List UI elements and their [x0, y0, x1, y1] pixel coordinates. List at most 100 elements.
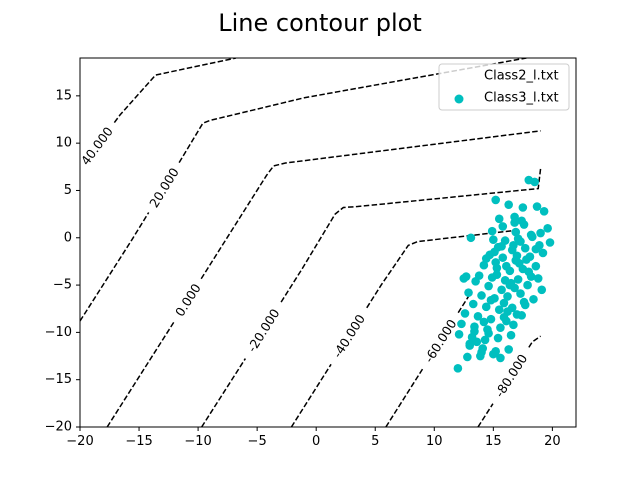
scatter-point [477, 291, 486, 300]
scatter-point [494, 214, 504, 224]
y-tick-label: 5 [64, 183, 72, 198]
scatter-point [487, 226, 497, 236]
x-tick-label: 5 [371, 434, 379, 449]
scatter-point [466, 233, 476, 243]
contour-line-20-cont [178, 58, 527, 164]
scatter-point [496, 323, 505, 332]
scatter-point [504, 200, 513, 209]
contour-line-20 [80, 212, 150, 322]
scatter-point [489, 235, 498, 244]
scatter-point [519, 297, 529, 307]
axes-layer: −20 −15 −10 −5 0 5 10 15 20 −20 −15 −10 −5 0 5 10 15 [45, 57, 577, 449]
scatter-point [480, 335, 490, 345]
scatter-point [491, 195, 500, 205]
scatter-point [515, 259, 524, 268]
scatter-point [497, 285, 506, 295]
scatter-point [457, 319, 466, 329]
y-tick-label: −10 [45, 325, 72, 340]
scatter-point [460, 309, 470, 318]
scatter-point [468, 299, 478, 309]
x-tick-label: 10 [426, 434, 443, 449]
y-tick-label: 15 [55, 88, 72, 103]
scatter-point [509, 320, 518, 330]
scatter-point [493, 333, 503, 343]
x-tick-label: −10 [184, 434, 211, 449]
scatter-point [497, 241, 506, 251]
contour-line-neg80-cont [528, 335, 541, 348]
scatter-point [489, 349, 498, 359]
scatter-point [502, 316, 511, 326]
contour-line-neg60-cont [457, 294, 471, 314]
scatter-point [479, 260, 489, 270]
scatter-point [484, 281, 493, 291]
x-tick-label: −5 [248, 434, 267, 449]
scatter-point [494, 305, 504, 314]
contour-line-neg60 [385, 368, 424, 427]
scatter-point [538, 248, 548, 258]
scatter-point [490, 247, 499, 257]
contour-line-neg20 [201, 358, 247, 427]
scatter-point [512, 251, 522, 261]
scatter-point [516, 289, 525, 298]
scatter-point [499, 298, 509, 308]
contour-line-neg80 [477, 403, 494, 427]
scatter-point [517, 311, 526, 320]
scatter-point [502, 261, 511, 271]
scatter-point [524, 267, 534, 277]
scatter-point [519, 220, 529, 229]
legend-label: Class2_l.txt [484, 69, 559, 84]
scatter-point [531, 261, 541, 271]
scatter-point [471, 276, 480, 286]
y-tick-label: −20 [45, 420, 72, 435]
y-tick-label: −15 [45, 372, 72, 387]
scatter-point [537, 285, 547, 295]
points-layer [453, 175, 555, 373]
chart-title: Line contour plot [218, 9, 422, 37]
scatter-point [484, 329, 493, 338]
scatter-point [453, 364, 463, 373]
scatter-point [543, 224, 552, 233]
scatter-point [503, 307, 512, 316]
scatter-point [539, 206, 549, 216]
legend: Class2_l.txt Class3_l.txt [438, 63, 570, 111]
scatter-point [522, 255, 531, 264]
scatter-point [506, 278, 516, 288]
scatter-point [491, 258, 500, 267]
x-tick-label: 0 [312, 434, 320, 449]
scatter-point [463, 352, 472, 362]
contour-line-0-cont [200, 130, 541, 280]
scatter-point [531, 244, 541, 254]
scatter-point [459, 274, 469, 283]
scatter-point [523, 280, 532, 290]
y-tick-label: 0 [64, 230, 72, 245]
y-tick-label: −5 [53, 278, 72, 293]
scatter-point [486, 314, 496, 324]
contour-line-neg40 [290, 363, 332, 427]
scatter-point [545, 238, 555, 247]
scatter-point [504, 345, 513, 354]
scatter-point [498, 253, 508, 262]
legend-label: Class3_l.txt [484, 91, 559, 106]
contour-line-neg20-cont [280, 168, 542, 303]
scatter-point [470, 327, 479, 336]
legend-box [438, 63, 570, 111]
y-tick-label: 10 [55, 136, 72, 151]
scatter-point [498, 222, 508, 231]
scatter-point [465, 339, 475, 349]
x-tick-label: 15 [485, 434, 502, 449]
scatter-point [511, 227, 521, 237]
x-tick-label: 20 [544, 434, 561, 449]
contour-line-40-cont [113, 58, 237, 123]
scatter-point [492, 270, 502, 279]
scatter-point [533, 274, 543, 283]
scatter-point [486, 295, 496, 305]
scatter-point [464, 288, 473, 297]
scatter-point [532, 202, 542, 211]
scatter-point [518, 203, 528, 212]
scatter-point [509, 241, 518, 250]
scatter-point [528, 232, 537, 242]
scatter-point [479, 317, 489, 327]
scatter-point [454, 329, 464, 339]
scatter-point [496, 353, 505, 363]
